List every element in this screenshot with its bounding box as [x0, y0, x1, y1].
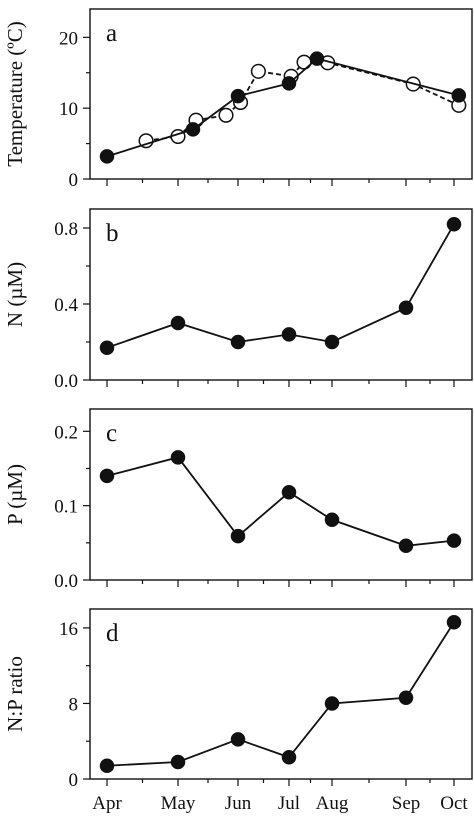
data-point	[218, 107, 234, 123]
panel-a: 0 10 20 Temperature (ºC) a	[3, 8, 473, 191]
y-tick-label: 0.0	[54, 371, 78, 392]
plot-frame	[89, 408, 473, 581]
y-tick-label: 0.0	[54, 571, 78, 592]
x-tick-label: Jun	[225, 793, 252, 814]
data-point	[324, 696, 340, 711]
panel-c: 0.0 0.1 0.2 P (µM) c	[3, 408, 473, 592]
data-point	[230, 528, 246, 544]
data-point	[398, 300, 414, 316]
y-tick-label: 0	[69, 770, 79, 791]
x-tick-label: Sep	[392, 793, 421, 814]
y-tick-label: 0.2	[54, 422, 78, 443]
data-point	[230, 732, 246, 747]
data-point	[398, 690, 414, 706]
data-point	[324, 512, 340, 528]
data-point	[250, 63, 266, 79]
data-point	[99, 340, 115, 355]
data-point	[398, 538, 414, 554]
series-line	[106, 57, 460, 158]
y-axis-label: N:P ratio	[3, 656, 27, 732]
data-point	[99, 758, 115, 774]
data-point	[281, 750, 297, 765]
y-tick-label: 16	[59, 619, 78, 640]
y-tick-label: 0.1	[54, 497, 78, 518]
x-tick-label: Apr	[92, 793, 122, 814]
series-filled	[99, 51, 467, 164]
panel-letter: d	[106, 620, 119, 647]
y-axis-label: N (µM)	[3, 262, 27, 327]
y-tick-label: 0.4	[54, 295, 78, 316]
data-point	[230, 88, 246, 104]
data-point	[309, 51, 325, 66]
x-axis-labels: Apr May Jun Jul Aug Sep Oct	[92, 793, 468, 814]
data-point	[281, 76, 297, 91]
x-tick-label: Aug	[316, 793, 349, 814]
y-tick-label: 20	[59, 28, 78, 49]
data-point	[446, 216, 462, 232]
data-point	[99, 468, 115, 484]
data-point	[170, 315, 186, 331]
x-tick-label: Oct	[440, 793, 468, 814]
data-point	[446, 614, 462, 630]
data-point	[324, 334, 340, 350]
series-filled	[99, 450, 462, 554]
y-axis-label: Temperature (ºC)	[3, 21, 27, 167]
data-point	[138, 133, 154, 149]
plot-frame	[89, 608, 473, 780]
data-point	[230, 334, 246, 350]
panel-letter: a	[106, 20, 117, 47]
panel-b: 0.0 0.4 0.8 N (µM) b	[3, 208, 473, 392]
series-filled	[99, 614, 462, 774]
data-point	[281, 485, 297, 500]
x-tick-label: Jul	[278, 793, 300, 814]
panel-d: 0 8 16 N:P ratio d	[3, 608, 473, 791]
data-point	[281, 327, 297, 342]
series-line	[106, 223, 455, 349]
panel-letter: c	[106, 420, 117, 447]
panel-letter: b	[106, 220, 119, 247]
data-point	[170, 754, 186, 770]
series-filled	[99, 216, 462, 355]
y-axis-label: P (µM)	[3, 464, 27, 525]
data-point	[451, 88, 467, 103]
plot-frame	[89, 208, 473, 381]
x-tick-label: May	[161, 793, 196, 814]
y-tick-label: 0	[69, 170, 79, 191]
data-point	[99, 149, 115, 164]
y-tick-label: 10	[59, 99, 78, 120]
data-point	[446, 533, 462, 548]
plot-frame	[89, 8, 473, 180]
y-tick-label: 0.8	[54, 219, 78, 240]
y-tick-label: 8	[69, 694, 79, 715]
data-point	[170, 450, 186, 465]
data-point	[185, 122, 201, 137]
series-line	[106, 456, 455, 547]
